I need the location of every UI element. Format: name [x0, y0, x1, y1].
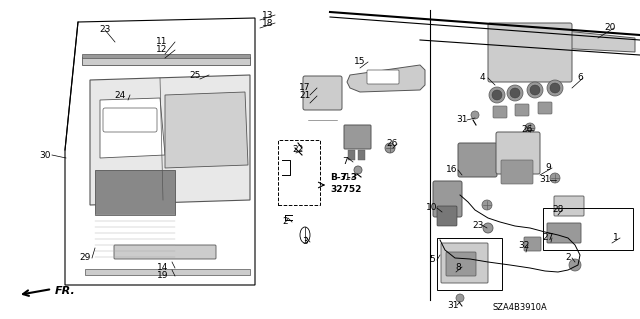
Text: 15: 15: [355, 57, 365, 66]
Text: 2: 2: [565, 254, 571, 263]
Polygon shape: [165, 92, 248, 168]
Text: 25: 25: [189, 70, 201, 79]
Text: 31: 31: [447, 300, 459, 309]
Text: 31: 31: [540, 175, 551, 184]
Circle shape: [547, 80, 563, 96]
Text: 23: 23: [99, 26, 111, 34]
FancyBboxPatch shape: [458, 143, 497, 177]
Circle shape: [456, 294, 464, 302]
Text: 21: 21: [300, 92, 310, 100]
Text: 10: 10: [426, 204, 438, 212]
Circle shape: [483, 223, 493, 233]
Text: 1: 1: [613, 234, 619, 242]
Text: 9: 9: [545, 164, 551, 173]
Text: 32: 32: [518, 241, 530, 249]
FancyBboxPatch shape: [433, 181, 462, 217]
Text: 3: 3: [302, 238, 308, 247]
Text: 6: 6: [577, 73, 583, 83]
Text: 31: 31: [456, 115, 468, 124]
Text: 26: 26: [522, 125, 532, 135]
Bar: [278, 140, 320, 205]
Text: 18: 18: [262, 19, 274, 27]
Bar: [82, 57, 250, 65]
Circle shape: [471, 111, 479, 119]
Bar: [348, 150, 355, 160]
Bar: [82, 54, 250, 58]
Text: 13: 13: [262, 11, 274, 19]
Text: 2: 2: [282, 218, 288, 226]
FancyBboxPatch shape: [538, 102, 552, 114]
Text: 12: 12: [156, 46, 168, 55]
Circle shape: [385, 143, 395, 153]
Text: 19: 19: [157, 271, 169, 280]
FancyBboxPatch shape: [437, 206, 457, 226]
Text: 22: 22: [292, 145, 303, 154]
FancyBboxPatch shape: [515, 104, 529, 116]
Polygon shape: [100, 98, 165, 158]
FancyBboxPatch shape: [114, 245, 216, 259]
Circle shape: [482, 200, 492, 210]
FancyBboxPatch shape: [303, 76, 342, 110]
Text: 5: 5: [429, 256, 435, 264]
Text: 14: 14: [157, 263, 169, 272]
Circle shape: [507, 85, 523, 101]
Text: 23: 23: [472, 220, 484, 229]
Text: 31: 31: [339, 174, 351, 182]
Polygon shape: [347, 65, 425, 92]
Text: B-7-3: B-7-3: [330, 174, 357, 182]
Ellipse shape: [300, 227, 310, 243]
Circle shape: [550, 83, 560, 93]
Circle shape: [492, 90, 502, 100]
FancyBboxPatch shape: [554, 196, 584, 216]
Text: 29: 29: [79, 254, 91, 263]
Text: 7: 7: [342, 158, 348, 167]
Circle shape: [354, 166, 362, 174]
FancyBboxPatch shape: [446, 252, 476, 276]
FancyBboxPatch shape: [367, 70, 399, 84]
Circle shape: [489, 87, 505, 103]
FancyBboxPatch shape: [493, 106, 507, 118]
Circle shape: [510, 88, 520, 98]
Text: 16: 16: [446, 166, 458, 174]
Text: 17: 17: [300, 84, 311, 93]
Text: 27: 27: [542, 234, 554, 242]
Polygon shape: [90, 75, 250, 205]
Circle shape: [525, 123, 535, 133]
Circle shape: [527, 82, 543, 98]
Text: 28: 28: [552, 205, 564, 214]
Text: 26: 26: [387, 139, 397, 149]
Text: SZA4B3910A: SZA4B3910A: [493, 303, 547, 313]
FancyBboxPatch shape: [103, 108, 157, 132]
FancyBboxPatch shape: [441, 243, 488, 283]
Circle shape: [530, 85, 540, 95]
Text: 11: 11: [156, 38, 168, 47]
FancyBboxPatch shape: [501, 160, 533, 184]
Text: 30: 30: [39, 151, 51, 160]
Bar: [95, 170, 175, 215]
FancyBboxPatch shape: [488, 23, 572, 82]
Text: 20: 20: [604, 24, 616, 33]
Text: 4: 4: [479, 73, 485, 83]
FancyBboxPatch shape: [524, 237, 541, 251]
FancyBboxPatch shape: [344, 125, 371, 149]
Bar: [437, 238, 502, 290]
FancyBboxPatch shape: [496, 132, 540, 174]
Polygon shape: [540, 30, 635, 52]
Text: FR.: FR.: [55, 286, 76, 296]
Text: 32752: 32752: [330, 186, 362, 195]
Bar: [358, 150, 365, 160]
Text: 24: 24: [115, 91, 125, 100]
FancyBboxPatch shape: [547, 223, 581, 243]
Bar: [543, 208, 633, 250]
Bar: [85, 269, 250, 275]
Circle shape: [550, 173, 560, 183]
Circle shape: [569, 259, 581, 271]
Text: 8: 8: [455, 263, 461, 271]
Polygon shape: [65, 18, 255, 285]
